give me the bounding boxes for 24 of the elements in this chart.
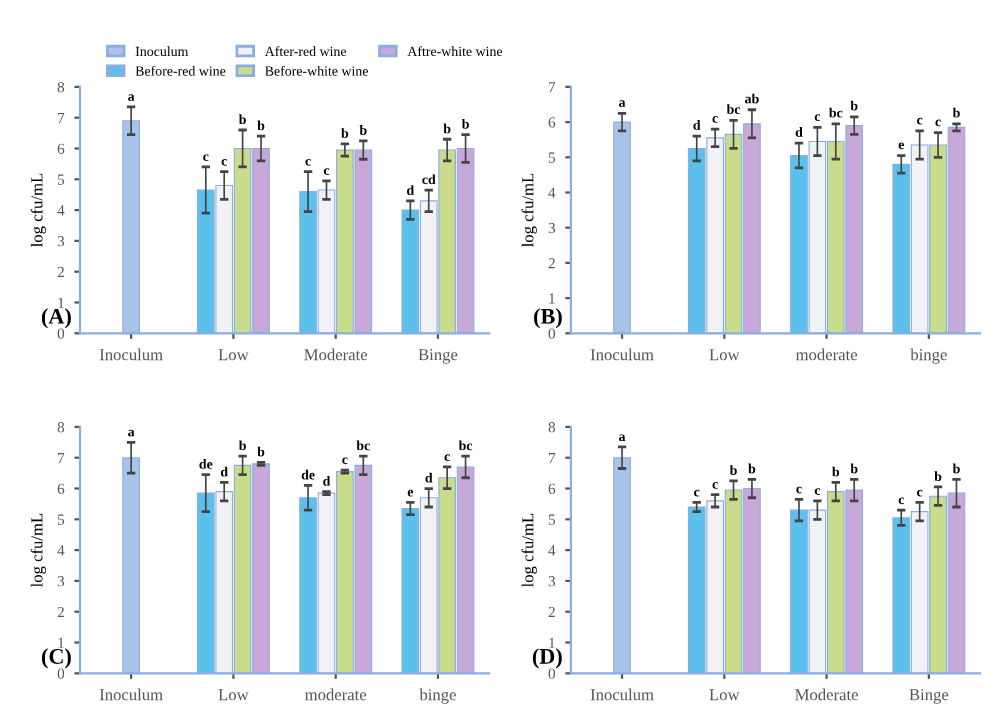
x-tick-label: Inoculum: [590, 688, 654, 701]
x-tick-label: Moderate: [795, 688, 858, 701]
x-tick-label: Binge: [418, 349, 458, 364]
y-axis-title: log cfu/mL: [30, 513, 46, 588]
text: (C): [41, 648, 71, 669]
x-tick-label: binge: [419, 688, 456, 704]
x-tick-label: Low: [218, 349, 249, 361]
text: (A): [41, 308, 71, 329]
y-axis-title: log cfu/mL: [521, 173, 537, 248]
x-tick-label: Inoculum: [99, 688, 163, 701]
x-tick-label: Inoculum: [99, 348, 163, 361]
x-tick-label: Binge: [909, 689, 949, 704]
x-tick-label: Moderate: [304, 348, 368, 361]
y-axis-title: log cfu/mL: [30, 173, 46, 248]
x-tick-label: moderate: [305, 688, 367, 701]
x-tick-label: binge: [910, 348, 947, 364]
x-tick-label: Inoculum: [590, 348, 654, 361]
x-tick-label: moderate: [795, 348, 858, 361]
text: (B): [534, 308, 562, 329]
x-tick-label: Low: [709, 689, 740, 701]
x-tick-label: Low: [218, 689, 249, 701]
x-tick-label: Low: [709, 349, 740, 361]
text: (D): [532, 648, 562, 669]
y-axis-title: log cfu/mL: [521, 513, 537, 588]
